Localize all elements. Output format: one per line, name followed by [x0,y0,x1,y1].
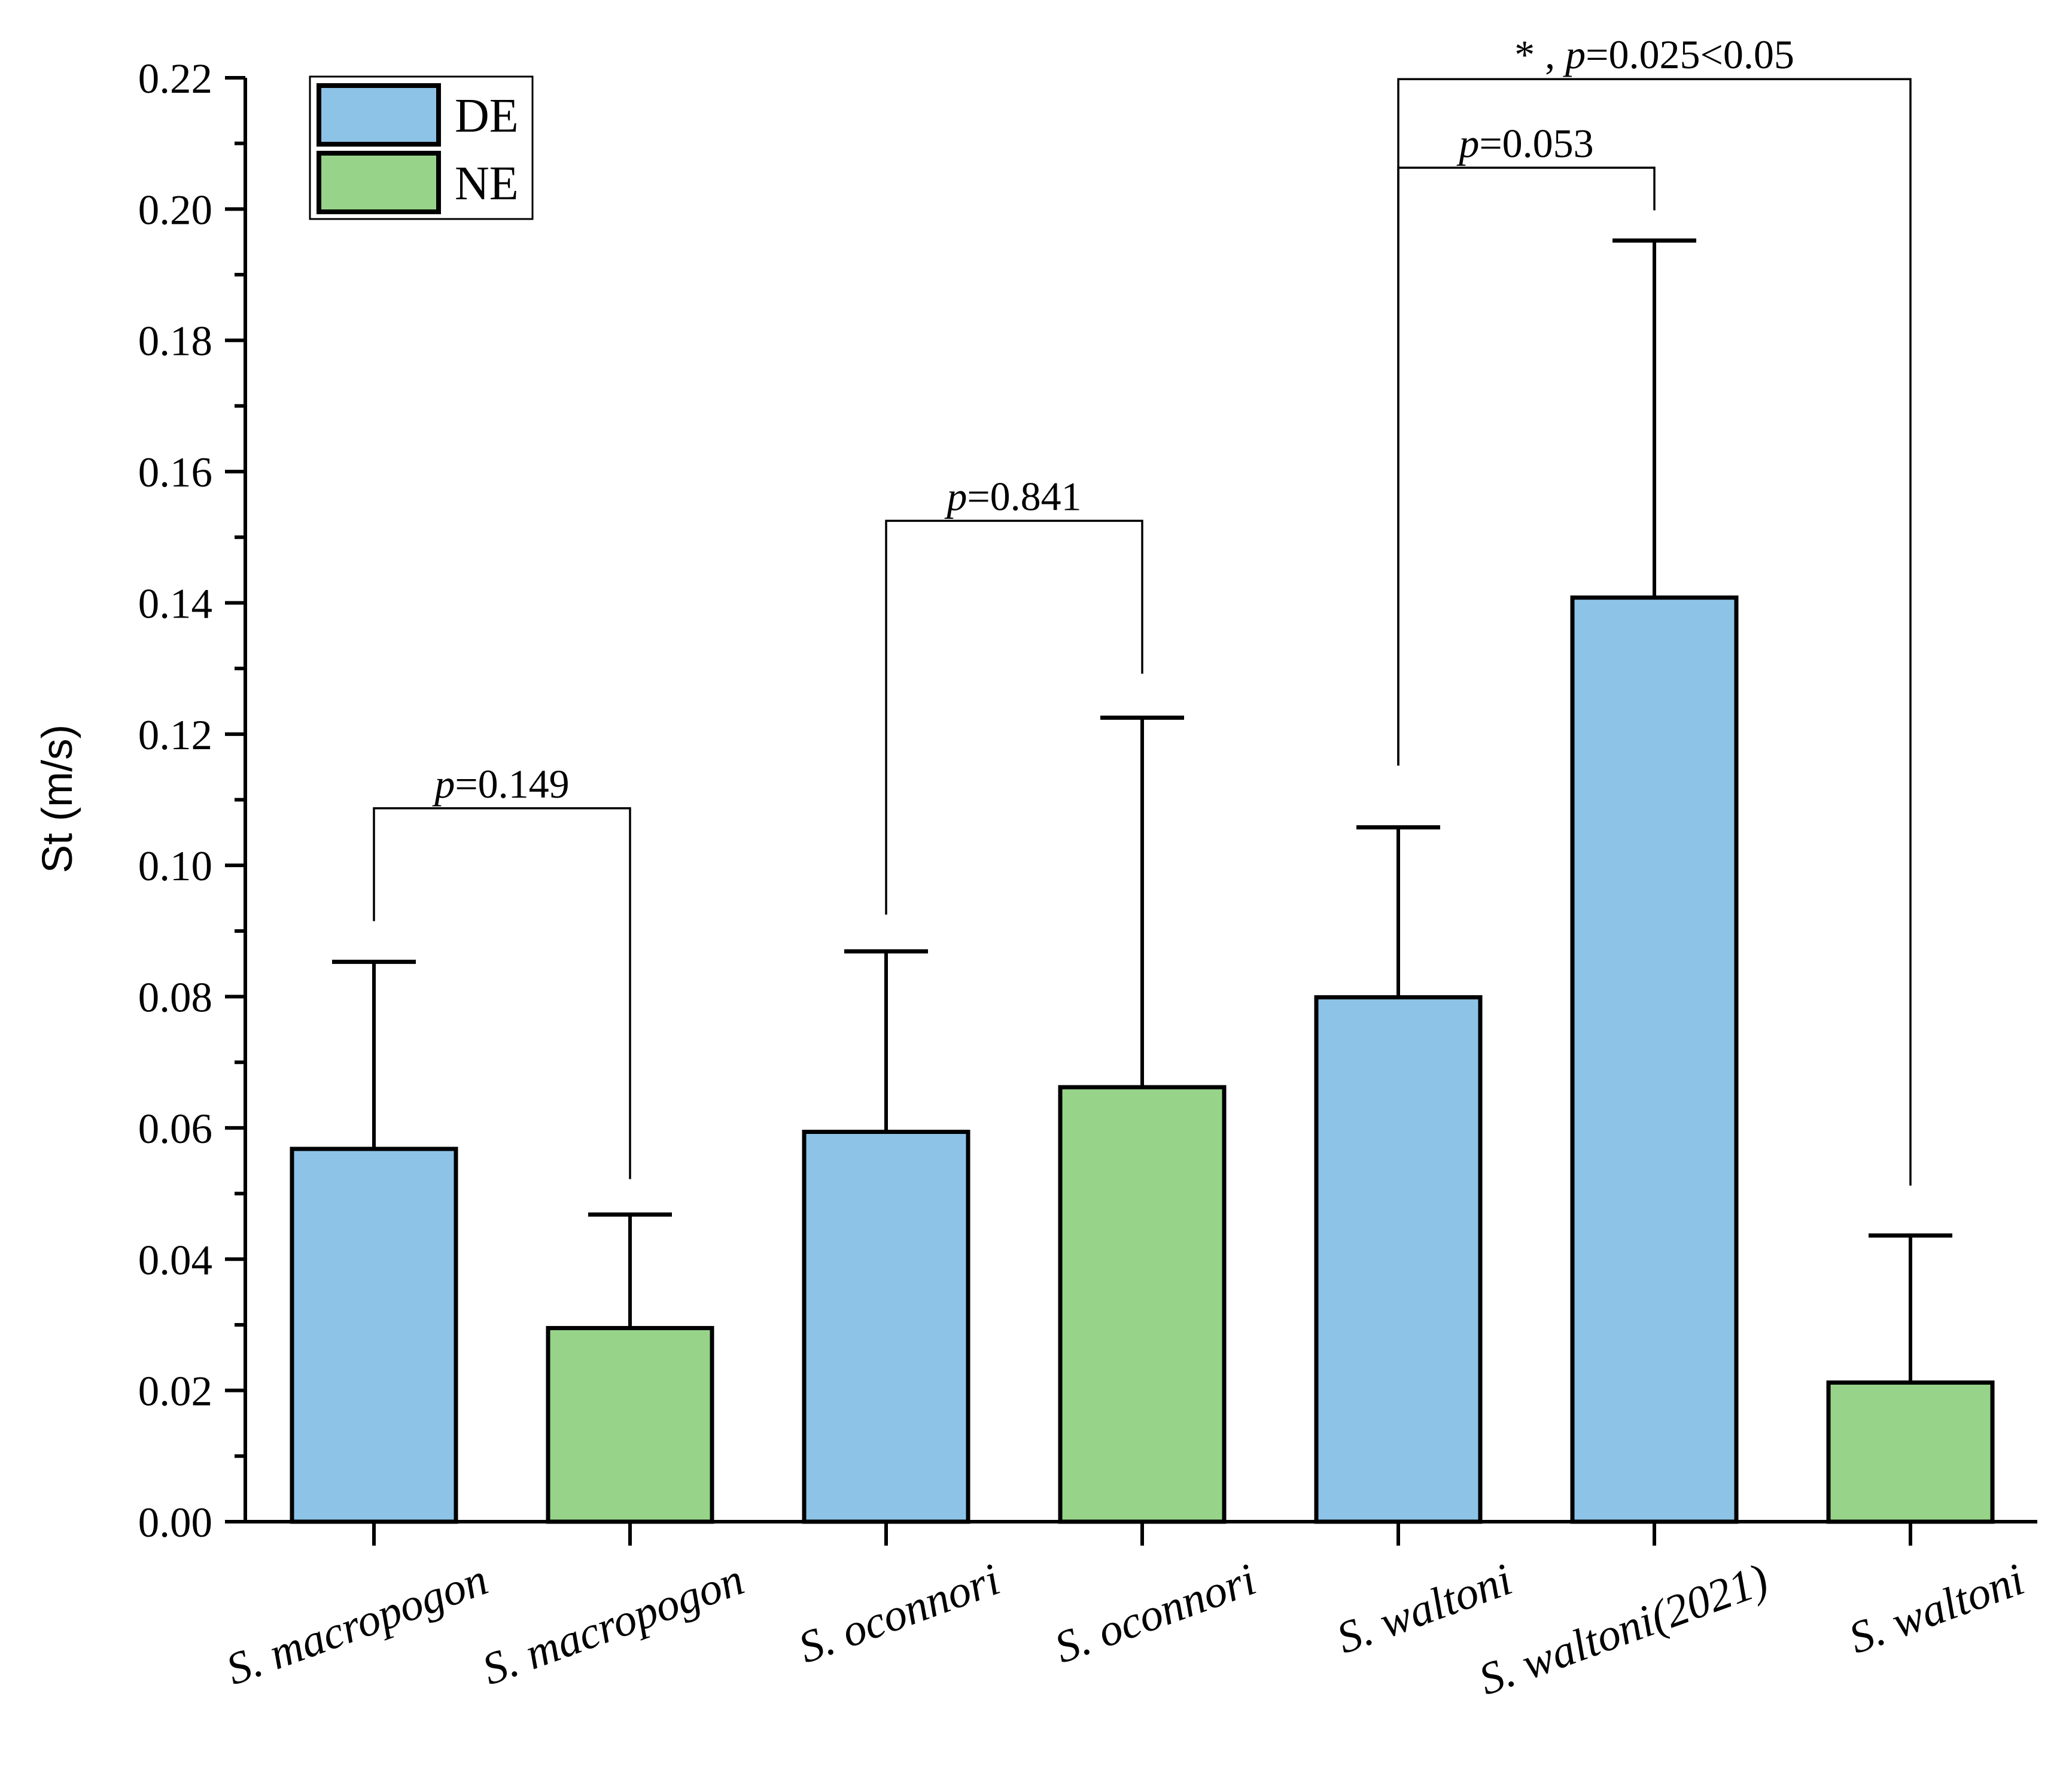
y-tick-label: 0.18 [138,318,212,365]
significance-bracket [373,807,631,1179]
error-bars [332,238,1952,1383]
significance-bracket [885,519,1143,915]
bar-ne [1826,1380,1995,1524]
x-tick-label: S. waltoni(2021) [1472,1554,1775,1705]
significance-brackets: p=0.149 p=0.841 p=0.053 * , p=0.025<0.05 [373,32,1912,1186]
y-tick-label: 0.14 [138,580,212,627]
legend-label-ne: NE [455,157,519,210]
y-tick-label: 0.08 [138,975,212,1021]
significance-bracket [1397,78,1912,1186]
y-tick-label: 0.04 [138,1237,212,1284]
y-tick-label: 0.00 [138,1500,212,1546]
y-tick-label: 0.12 [138,712,212,759]
x-tick-label: S. macropogon [220,1554,494,1695]
y-tick-label: 0.02 [138,1369,212,1415]
y-tick-label: 0.22 [138,56,212,102]
p-value-label: p=0.053 [1456,120,1593,166]
x-tick-label: S. oconnori [792,1554,1006,1673]
legend-label-de: DE [455,90,519,142]
bar-de [802,1129,970,1524]
x-tick-label: S. oconnori [1048,1554,1262,1673]
p-value-label: p=0.841 [944,473,1081,519]
legend-swatch-de [317,83,441,147]
bar-de [290,1147,458,1524]
bar-de [1314,995,1483,1524]
x-tick-label: S. macropogon [476,1554,750,1695]
bar-ne [546,1325,714,1524]
p-value-label: * , p=0.025<0.05 [1514,32,1794,77]
p-value-label: p=0.149 [432,761,569,807]
y-tick-label: 0.10 [138,843,212,890]
bar-de [1570,595,1739,1524]
y-tick-label: 0.20 [138,187,212,233]
bar-ne [1058,1085,1227,1524]
legend: DE NE [309,75,534,220]
y-tick-label: 0.16 [138,449,212,496]
y-axis-title: St (m/s) [34,725,81,873]
bars [290,595,1995,1524]
x-tick-label: S. waltoni [1842,1554,2030,1664]
y-tick-label: 0.06 [138,1106,212,1152]
x-tick-label: S. waltoni [1330,1554,1518,1664]
legend-swatch-ne [317,151,441,214]
axes: 0.00 0.02 0.04 0.06 0.08 0.10 0.12 0.14 0.16 0.18… [138,56,2037,1546]
